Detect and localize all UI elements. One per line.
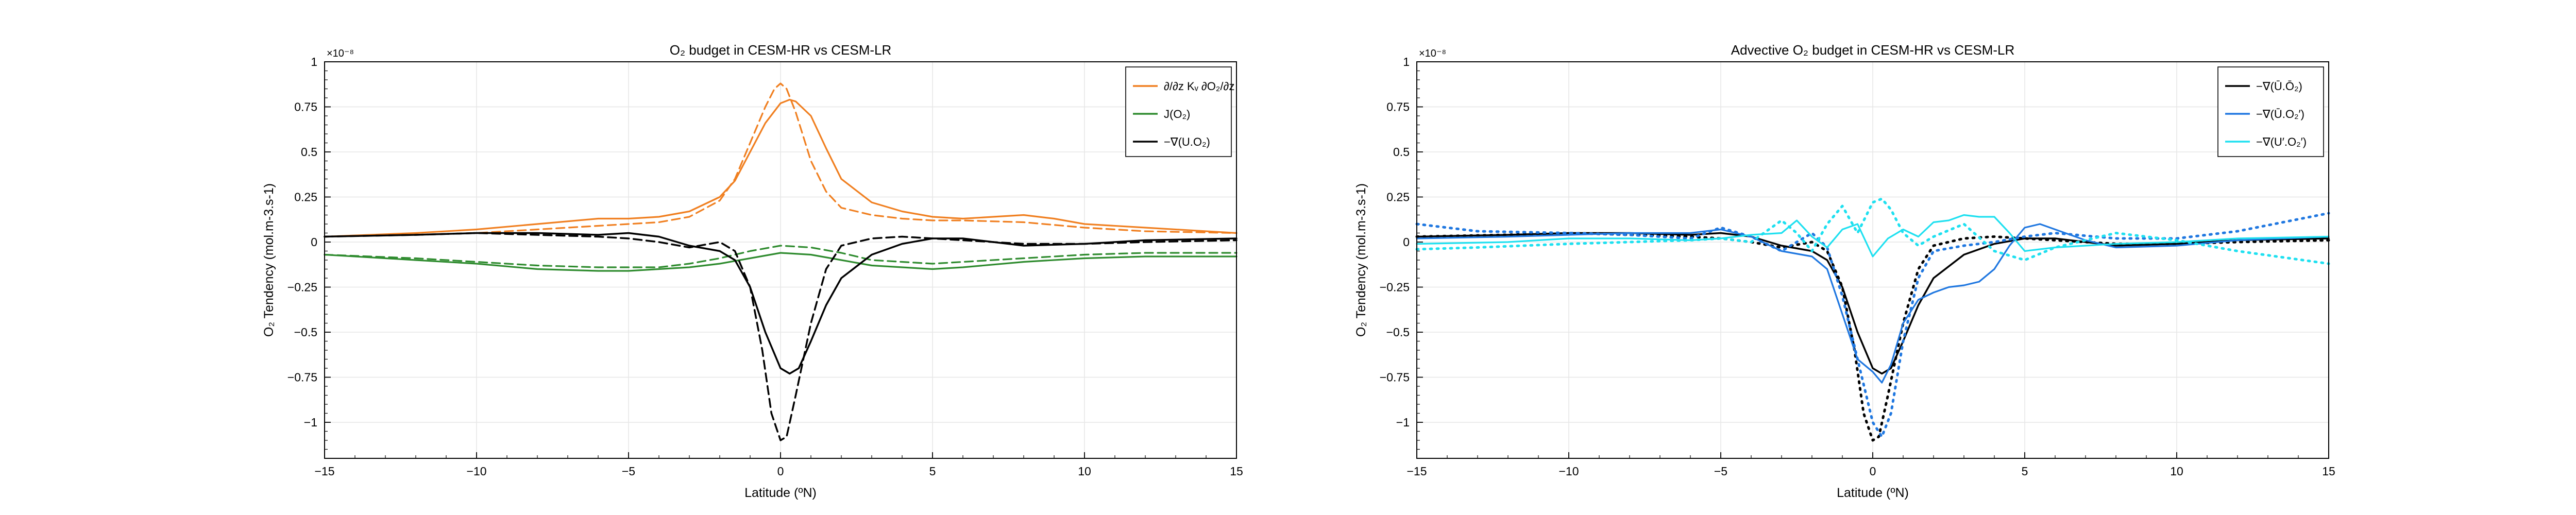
series-line-3 (324, 245, 1238, 268)
y-axis-label: O₂ Tendency (mol.m-3.s-1) (1354, 183, 1368, 337)
x-tick-label: 10 (1078, 465, 1091, 478)
x-tick-label: −10 (466, 465, 486, 478)
x-tick-label: −10 (1558, 465, 1579, 478)
y-tick-label: 0 (311, 235, 317, 249)
panel-o2-budget: −15 −10 −5 0 5 10 15 1 0.75 0.5 0.25 0 −0.25 −0.5 −0.7… (262, 42, 1243, 500)
y-tick-label: 1 (311, 55, 317, 68)
x-axis-label: Latitude (ºN) (1837, 486, 1909, 500)
x-tick-label: 10 (2170, 465, 2183, 478)
y-tick-label: 0.25 (294, 191, 317, 204)
x-axis-label: Latitude (ºN) (744, 486, 817, 500)
y-tick-label: 0 (1403, 235, 1410, 249)
series-line-3 (1415, 212, 2330, 438)
x-tick-label: −15 (1406, 465, 1427, 478)
chart-title: O₂ budget in CESM-HR vs CESM-LR (670, 42, 892, 58)
grid (1416, 61, 2329, 458)
grid (324, 61, 1237, 458)
x-tick-label: 5 (929, 465, 936, 478)
y-tick-label: −0.5 (294, 325, 317, 339)
chart-title: Advective O₂ budget in CESM-HR vs CESM-L… (1731, 42, 2014, 58)
y-tick-label: −0.25 (287, 281, 317, 294)
panel-advective-o2-budget: −15 −10 −5 0 5 10 15 1 0.75 0.5 0.25 0 −0.25 −0.5 −0.7… (1354, 42, 2335, 500)
y-tick-label: 0.5 (1393, 145, 1410, 159)
y-axis: 1 0.75 0.5 0.25 0 −0.25 −0.5 −0.75 −1 (1380, 55, 1423, 429)
series-line-5 (324, 232, 1238, 441)
series-group (324, 82, 1238, 441)
y-multiplier: ×10⁻⁸ (327, 48, 354, 59)
y-tick-label: −0.5 (1386, 325, 1410, 339)
series-line-1 (324, 82, 1238, 238)
legend: −∇(Ū.Ō₂) −∇(Ū.O₂′) −∇(U′.O₂′) (2217, 66, 2324, 157)
legend-label-0: −∇(Ū.Ō₂) (2256, 80, 2302, 93)
series-line-5 (1415, 197, 2330, 265)
series-line-1 (1415, 232, 2330, 442)
x-tick-label: 15 (2322, 465, 2335, 478)
legend: ∂/∂z Kᵥ ∂O₂/∂z J(O₂) −∇(U.O₂) (1125, 66, 1234, 157)
y-multiplier: ×10⁻⁸ (1419, 48, 1446, 59)
x-tick-label: 0 (777, 465, 784, 478)
series-line-2 (324, 252, 1238, 272)
y-tick-label: 0.25 (1386, 191, 1410, 204)
series-group (1415, 197, 2330, 442)
legend-label-1: −∇(Ū.O₂′) (2256, 108, 2304, 121)
y-tick-label: −0.25 (1380, 281, 1410, 294)
x-axis: −15 −10 −5 0 5 10 15 (314, 452, 1243, 478)
x-axis: −15 −10 −5 0 5 10 15 (1406, 452, 2335, 478)
y-axis-label: O₂ Tendency (mol.m-3.s-1) (262, 183, 276, 337)
x-tick-label: 5 (2022, 465, 2028, 478)
y-tick-label: 0.75 (294, 100, 317, 114)
x-tick-label: 15 (1230, 465, 1243, 478)
x-tick-label: −5 (1714, 465, 1727, 478)
x-tick-label: 0 (1870, 465, 1876, 478)
legend-label-2: −∇(U′.O₂′) (2256, 135, 2307, 148)
y-tick-label: −0.75 (1380, 371, 1410, 384)
y-tick-label: −1 (1396, 416, 1410, 429)
legend-label-2: −∇(U.O₂) (1164, 135, 1210, 148)
y-tick-label: 0.75 (1386, 100, 1410, 114)
legend-label-1: J(O₂) (1164, 108, 1190, 121)
y-axis: 1 0.75 0.5 0.25 0 −0.25 −0.5 −0.75 −1 (287, 55, 331, 429)
y-tick-label: 1 (1403, 55, 1410, 68)
x-tick-label: −15 (314, 465, 334, 478)
series-line-2 (1416, 223, 2330, 384)
legend-label-0: ∂/∂z Kᵥ ∂O₂/∂z (1164, 80, 1234, 93)
y-tick-label: −1 (304, 416, 317, 429)
x-tick-label: −5 (622, 465, 635, 478)
y-tick-label: 0.5 (301, 145, 317, 159)
y-tick-label: −0.75 (287, 371, 317, 384)
series-line-0 (324, 98, 1238, 238)
